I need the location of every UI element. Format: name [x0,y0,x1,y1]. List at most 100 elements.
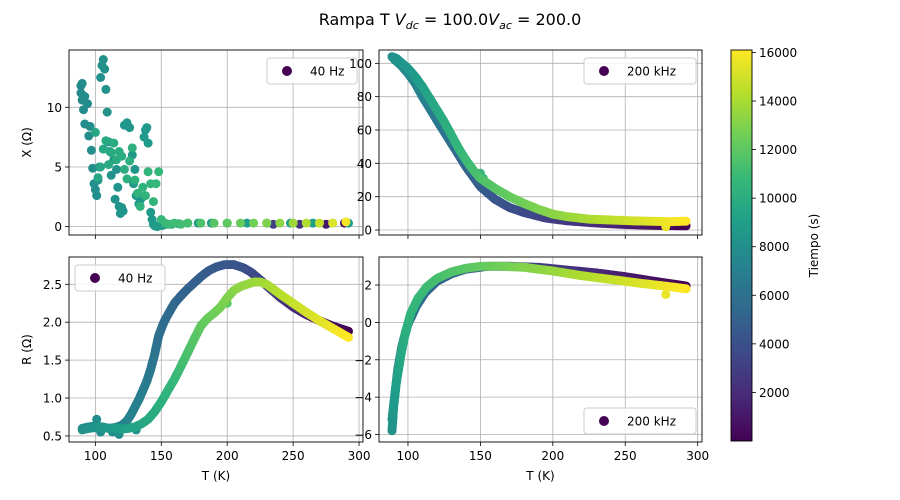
data-point [96,162,106,172]
x-tick-label: 200 [541,449,564,463]
data-point [113,182,123,192]
data-point [96,73,106,82]
data-point [98,55,108,64]
scatter-points [387,261,691,436]
colorbar-tick-label: 6000 [759,289,790,303]
data-point [104,160,114,170]
grid-lines [379,257,702,442]
legend-label: 40 Hz [118,272,152,286]
data-point [138,182,148,192]
data-point [110,194,120,204]
legend-label: 200 kHz [627,415,676,429]
data-point [148,197,158,207]
y-tick-label: 100 [349,57,372,71]
data-point [133,188,143,198]
legend: 40 Hz [74,264,166,292]
y-tick-label: 10 [47,101,62,115]
data-point [122,174,132,184]
data-point [328,218,338,228]
x-tick-label: 300 [348,449,371,463]
legend: 40 Hz [266,57,358,85]
data-point [154,167,164,177]
scatter-points [77,260,353,439]
data-point [125,156,135,166]
data-point [130,175,140,185]
y-tick-label: 1.5 [43,354,62,368]
data-point [118,206,128,216]
data-point [102,107,112,117]
scatter-points [76,55,353,232]
colorbar-gradient [730,49,753,442]
x-tick-label: 250 [614,449,637,463]
colorbar-tick-label: 10000 [759,192,797,206]
data-point [235,218,245,228]
y-tick-label: −2 [354,353,372,367]
y-tick-label: 0.5 [43,429,62,443]
data-point [86,145,96,155]
colorbar-tick-label: 4000 [759,337,790,351]
data-point [84,131,94,141]
x-axis-label: T (K) [525,469,554,483]
data-point [196,218,206,228]
data-point [315,218,324,228]
data-point [92,414,102,424]
y-tick-label: 0 [364,224,372,238]
data-point [143,138,153,148]
legend-box [74,264,166,292]
data-point [109,138,119,148]
data-point [222,218,232,228]
x-tick-label: 100 [84,449,107,463]
data-point [661,289,671,299]
x-axis-label: T (K) [201,469,230,483]
x-tick-label: 150 [150,449,173,463]
data-point [101,136,111,146]
colorbar-tick-label: 2000 [759,386,790,400]
data-point [288,218,298,228]
data-point [101,84,111,94]
legend: 200 kHz [583,57,697,85]
colorbar-tick-label: 12000 [759,143,797,157]
y-axis-label: X (Ω) [20,127,34,158]
y-axis-label: R (Ω) [20,334,34,365]
x-tick-label: 150 [469,449,492,463]
legend-marker [90,273,100,283]
legend-box [583,407,697,435]
data-point [681,284,691,294]
data-point [142,123,152,133]
y-tick-label: 80 [357,90,372,104]
colorbar-tick-label: 14000 [759,95,797,109]
axes-frame [378,256,703,443]
y-tick-label: 5 [54,160,62,174]
figure-title-prefix: Rampa T [319,10,395,29]
x-tick-label: 100 [397,449,420,463]
data-point [249,218,259,228]
data-point [80,92,90,101]
y-tick-label: 1.0 [43,392,62,406]
legend-marker [599,416,609,426]
legend-label: 40 Hz [310,65,344,79]
data-point [242,218,252,228]
figure-title: Rampa T Vdc = 100.0Vac = 200.0 [319,10,582,32]
data-point [143,167,153,177]
data-point [100,64,110,74]
axes-frame [378,49,703,236]
legend: 200 kHz [583,407,697,435]
data-point [301,218,311,228]
data-point [83,99,92,109]
scatter-points [387,52,691,232]
axes-frame [68,49,364,236]
data-point [275,218,285,228]
x-tick-label: 250 [282,449,305,463]
data-point [344,332,353,342]
y-tick-label: 20 [357,190,372,204]
y-tick-label: 60 [357,124,372,138]
data-point [119,164,129,174]
legend-label: 200 kHz [627,65,676,79]
data-point [141,191,150,201]
data-point [90,127,100,137]
data-point [77,78,87,88]
colorbar-tick-label: 8000 [759,240,790,254]
legend-marker [282,66,292,76]
